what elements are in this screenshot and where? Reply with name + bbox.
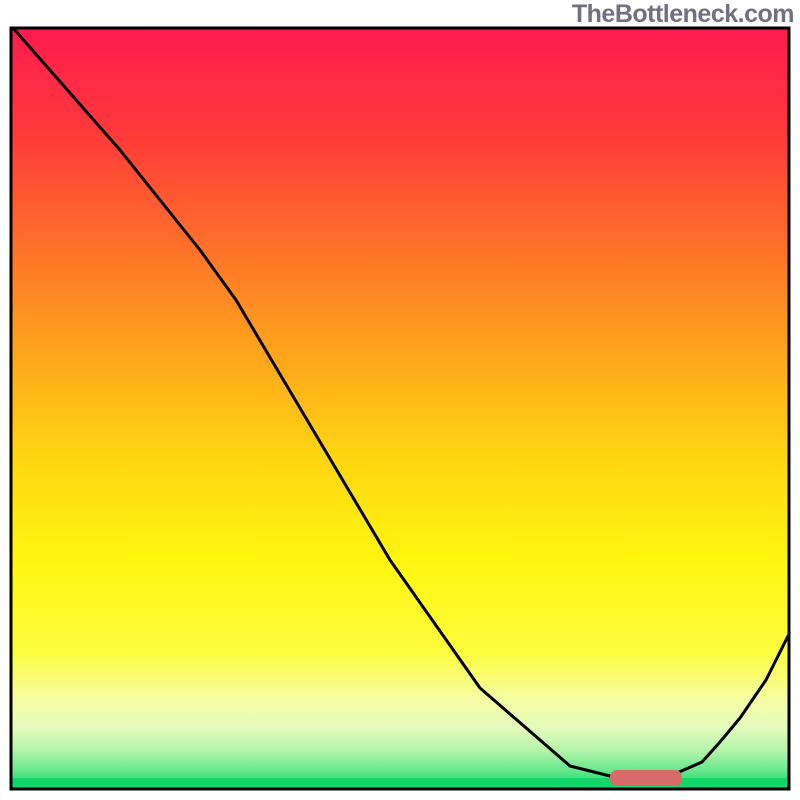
gradient-background [11,28,789,789]
bottleneck-chart: TheBottleneck.com [0,0,800,800]
chart-svg [0,0,800,800]
watermark-text: TheBottleneck.com [572,0,794,29]
optimal-marker [610,770,682,786]
